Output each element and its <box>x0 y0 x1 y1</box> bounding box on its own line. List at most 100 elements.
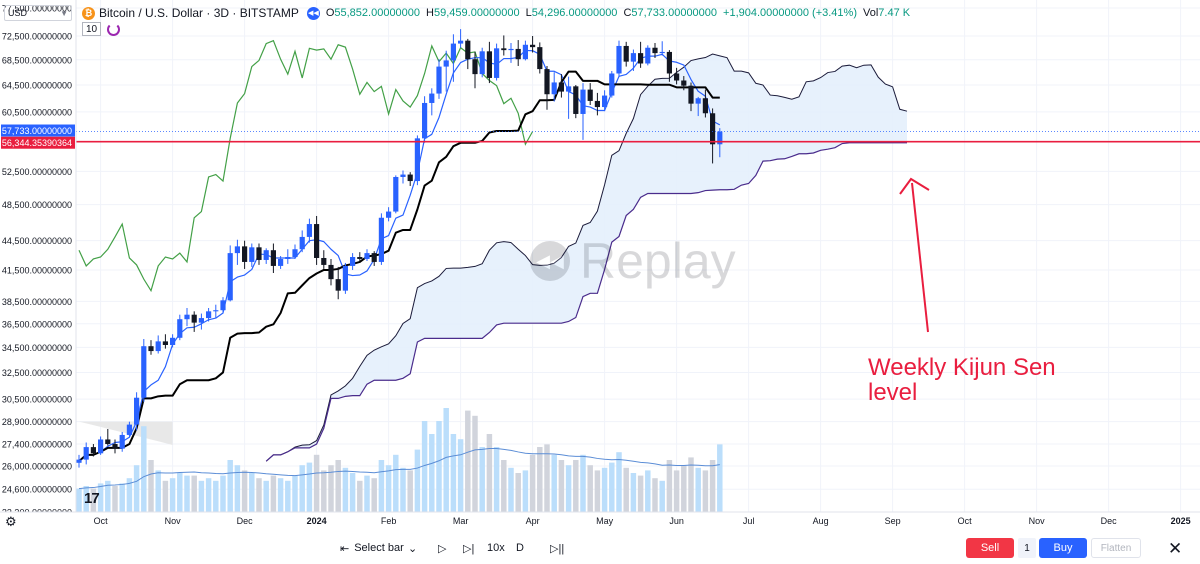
time-tick-label: Dec <box>1101 516 1118 526</box>
interval-button[interactable]: D <box>516 542 524 554</box>
volume-bar <box>184 475 190 512</box>
volume-bar <box>573 460 579 512</box>
select-bar-button[interactable]: ⇤ Select bar <box>340 541 404 555</box>
candle-body <box>278 258 284 266</box>
flatten-button[interactable]: Flatten <box>1091 538 1141 558</box>
candle-body <box>292 249 298 258</box>
symbol-legend: ₿ Bitcoin / U.S. Dollar · 3D · BITSTAMP … <box>82 4 916 22</box>
candle-body <box>465 40 471 60</box>
ohlc-high-label: H <box>426 7 434 19</box>
play-icon[interactable]: ▷ <box>438 542 447 555</box>
close-icon[interactable]: ✕ <box>1168 539 1183 558</box>
price-tick-label: 27,400.00000000 <box>2 440 72 450</box>
volume-bar <box>666 460 673 512</box>
annotation-arrow-shaft[interactable] <box>911 182 929 333</box>
candle-body <box>170 337 176 345</box>
chikou-span-line <box>78 39 534 293</box>
indicator-row: 10 <box>82 22 121 36</box>
candle-body <box>90 447 96 454</box>
select-bar-label: Select bar <box>354 542 404 554</box>
volume-bar <box>659 480 665 512</box>
candle-body <box>501 48 507 51</box>
sell-button[interactable]: Sell <box>966 538 1014 558</box>
volume-bar <box>393 454 399 512</box>
price-tick-label: 34,500.00000000 <box>2 343 72 353</box>
step-forward-icon[interactable]: ▷| <box>463 542 475 555</box>
select-bar-chevron-icon[interactable]: ⌄ <box>408 542 418 555</box>
time-tick-label: Feb <box>381 516 397 526</box>
time-tick-label: Apr <box>526 516 540 526</box>
candle-body <box>270 250 276 266</box>
volume-bar <box>594 470 601 512</box>
candle-body <box>220 300 226 311</box>
volume-bar <box>83 486 89 512</box>
senkou-span-a-line <box>265 53 908 462</box>
jump-to-realtime-icon[interactable]: ▷|| <box>550 542 565 555</box>
volume-bar <box>249 473 255 512</box>
candle-body <box>436 66 442 94</box>
volume-bar <box>213 480 219 512</box>
time-tick-label: Jul <box>743 516 755 526</box>
candle-body <box>479 51 485 75</box>
volume-bar <box>717 444 723 512</box>
bitcoin-icon: ₿ <box>82 6 95 20</box>
candle-body <box>386 211 392 218</box>
volume-bar <box>537 447 543 512</box>
candle-body <box>522 44 528 60</box>
gear-icon[interactable]: ⚙ <box>5 514 17 529</box>
currency-selector[interactable]: USD ▼ <box>4 5 72 21</box>
candle-body <box>558 82 564 92</box>
candle-body <box>414 138 420 182</box>
volume-bar <box>90 488 97 512</box>
ohlc-low-value: 54,296.00000000 <box>531 7 618 19</box>
volume-bar <box>436 421 442 512</box>
candle-body <box>422 102 428 139</box>
candle-body <box>450 43 456 61</box>
candle-body <box>306 224 312 237</box>
quantity-field[interactable]: 1 <box>1018 538 1036 558</box>
time-tick-label: Dec <box>237 516 254 526</box>
volume-bar <box>450 434 457 512</box>
ohlc-close-label: C <box>623 7 632 19</box>
volume-bar <box>616 452 622 512</box>
volume-bar <box>263 480 269 512</box>
buy-button[interactable]: Buy <box>1039 538 1087 558</box>
candle-body <box>141 346 147 398</box>
price-tick-label: 30,500.00000000 <box>2 395 72 405</box>
speed-button[interactable]: 10x <box>487 542 505 554</box>
candle-body <box>587 89 593 101</box>
annotation-text[interactable]: Weekly Kijun Sen level <box>868 355 1056 405</box>
price-tick-label: 77,500.00000000 <box>2 4 72 14</box>
annotation-arrow-head[interactable] <box>899 177 930 195</box>
volume-bar <box>673 470 680 512</box>
time-tick-label: Oct <box>94 516 109 526</box>
chart-canvas[interactable]: 77,500.00000000 72,500.00000000 68,500.000… <box>0 0 1200 533</box>
candle-body <box>256 247 262 260</box>
price-axis-bg <box>0 0 76 512</box>
volume-bar <box>645 470 651 512</box>
replay-watermark: ◀◀ Replay <box>530 232 736 290</box>
time-tick-label: 2025 <box>1171 516 1191 526</box>
volume-bar <box>155 470 161 512</box>
candle-body <box>184 314 190 320</box>
volume-bar <box>227 460 233 512</box>
volume-value: 7.47 K <box>878 7 911 19</box>
replay-icon[interactable]: ◀◀ <box>306 6 320 20</box>
time-tick-label: Oct <box>958 516 973 526</box>
volume-bar <box>609 462 615 512</box>
volume-bar <box>407 470 413 512</box>
volume-bar <box>508 467 514 512</box>
candle-body <box>162 341 168 345</box>
replay-watermark-icon: ◀◀ <box>530 241 570 281</box>
candle-body <box>623 45 629 62</box>
candle-body <box>717 131 723 145</box>
candle-body <box>702 98 708 114</box>
indicator-count[interactable]: 10 <box>82 22 102 36</box>
symbol-title[interactable]: Bitcoin / U.S. Dollar · 3D · BITSTAMP <box>99 6 299 20</box>
volume-bar <box>198 480 205 512</box>
volume-bar <box>695 467 701 512</box>
candle-body <box>645 47 651 64</box>
candle-body <box>544 69 550 95</box>
volume-bar <box>681 465 687 512</box>
volume-bar <box>385 465 392 512</box>
